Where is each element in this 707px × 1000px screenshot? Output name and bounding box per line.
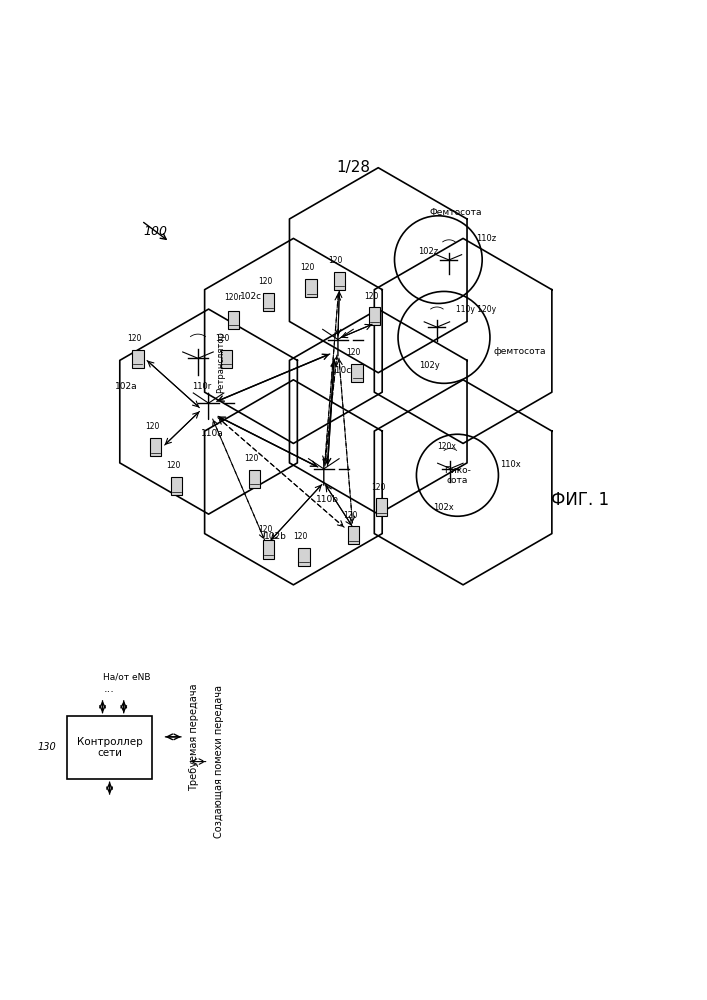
Bar [298, 548, 310, 566]
Text: 120: 120 [293, 532, 308, 541]
Text: 110b: 110b [316, 495, 339, 504]
Bar [249, 470, 260, 488]
Bar [348, 526, 359, 544]
Bar [171, 477, 182, 495]
Text: 120: 120 [166, 461, 180, 470]
Text: На/от eNB: На/от eNB [103, 673, 151, 682]
Text: 120: 120 [244, 454, 258, 463]
Text: 110y 120y: 110y 120y [456, 305, 496, 314]
Bar [150, 438, 161, 456]
Bar [263, 540, 274, 559]
Text: 120: 120 [300, 263, 315, 272]
Text: 110c: 110c [330, 366, 353, 375]
Text: Создающая помехи передача: Создающая помехи передача [214, 685, 224, 838]
Bar [351, 364, 363, 382]
Text: 1/28: 1/28 [337, 160, 370, 175]
Text: 102y: 102y [419, 361, 440, 370]
Text: 110x: 110x [500, 460, 521, 469]
Text: ФИГ. 1: ФИГ. 1 [551, 491, 609, 509]
Text: 110z: 110z [477, 234, 496, 243]
Text: 120: 120 [364, 292, 378, 301]
Bar [305, 279, 317, 297]
Text: Ретранслятор: Ретранслятор [216, 331, 225, 393]
Text: 120: 120 [329, 256, 343, 265]
Text: 120r: 120r [225, 293, 242, 302]
Text: 102b: 102b [264, 532, 287, 541]
Bar [334, 272, 345, 290]
Text: 120: 120 [343, 511, 357, 520]
Text: 102a: 102a [115, 382, 138, 391]
Text: Фемтосота: Фемтосота [430, 208, 482, 217]
Text: 120: 120 [258, 277, 272, 286]
Text: 110a: 110a [201, 429, 223, 438]
Text: 120: 120 [258, 525, 272, 534]
Bar [369, 307, 380, 325]
Text: 120: 120 [127, 334, 141, 343]
Bar [221, 350, 232, 368]
Bar [263, 293, 274, 311]
Text: Пико-
сота: Пико- сота [444, 466, 471, 485]
Text: 120: 120 [145, 422, 159, 431]
FancyBboxPatch shape [67, 716, 152, 779]
Text: фемтосота: фемтосота [493, 347, 546, 356]
Text: Требуемая передача: Требуемая передача [189, 683, 199, 791]
Bar [228, 311, 239, 329]
Text: 120: 120 [346, 348, 361, 357]
Bar [376, 498, 387, 516]
Bar [132, 350, 144, 368]
Text: 100: 100 [144, 225, 168, 238]
Text: 102z: 102z [418, 247, 438, 256]
Text: 110r: 110r [192, 382, 211, 391]
Text: 120: 120 [216, 334, 230, 343]
Text: 102x: 102x [433, 503, 454, 512]
Text: 120: 120 [371, 483, 385, 492]
Text: ...: ... [104, 684, 115, 694]
Text: 102c: 102c [240, 292, 262, 301]
Text: 120x: 120x [438, 442, 456, 451]
Text: Контроллер
сети: Контроллер сети [77, 737, 142, 758]
Text: 130: 130 [37, 742, 57, 752]
